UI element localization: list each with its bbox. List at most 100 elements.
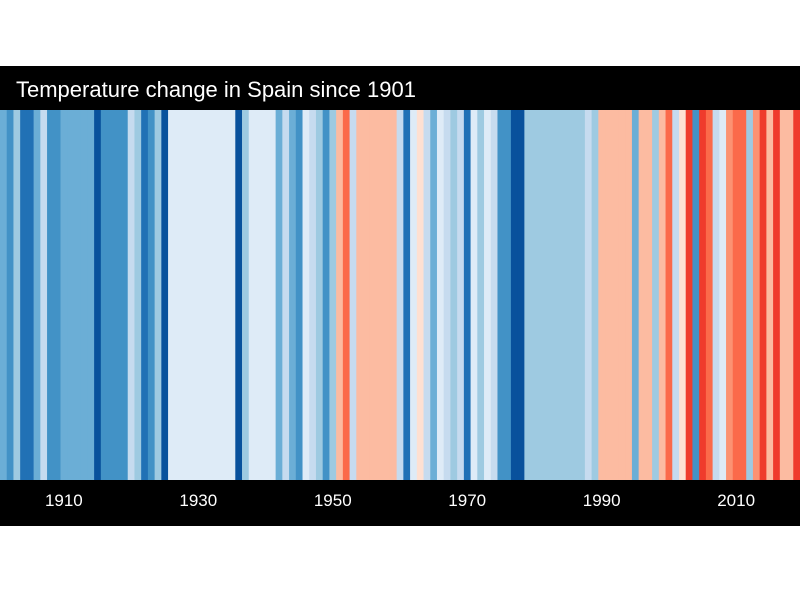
stripe-1920: [127, 110, 136, 480]
stripe-1946: [302, 110, 310, 480]
stripe-1976: [504, 110, 512, 480]
stripe-1987: [578, 110, 586, 480]
stripe-1972: [477, 110, 485, 480]
tick-label-1950: 1950: [313, 491, 352, 510]
stripe-1986: [571, 110, 579, 480]
stripe-1914: [87, 110, 95, 480]
stripe-1943: [282, 110, 290, 480]
stripe-1910: [60, 110, 68, 480]
stripe-1942: [275, 110, 283, 480]
stripe-1921: [134, 110, 142, 480]
stripe-1944: [289, 110, 297, 480]
stripe-1970: [463, 110, 472, 480]
stripe-1941: [268, 110, 277, 480]
stripe-1915: [94, 110, 102, 480]
stripes-plot: [0, 110, 800, 480]
stripe-1948: [315, 110, 324, 480]
stripe-2006: [705, 110, 714, 480]
stripe-1983: [551, 110, 559, 480]
stripe-1973: [484, 110, 492, 480]
stripe-1912: [73, 110, 82, 480]
stripe-1906: [33, 110, 41, 480]
stripe-1945: [295, 110, 304, 480]
stripe-1949: [322, 110, 331, 480]
stripe-1932: [208, 110, 216, 480]
stripe-1926: [168, 110, 176, 480]
stripe-1955: [363, 110, 371, 480]
stripe-1923: [147, 110, 156, 480]
stripe-1924: [154, 110, 162, 480]
stripe-1940: [262, 110, 270, 480]
stripe-2004: [692, 110, 700, 480]
stripe-1963: [416, 110, 425, 480]
stripe-2001: [672, 110, 680, 480]
stripe-2016: [773, 110, 781, 480]
stripe-1964: [423, 110, 431, 480]
tick-label-1930: 1930: [179, 491, 218, 510]
stripe-1997: [645, 110, 653, 480]
stripe-1911: [67, 110, 75, 480]
stripe-1994: [625, 110, 633, 480]
stripe-2010: [732, 110, 741, 480]
chart-title: Temperature change in Spain since 1901: [16, 77, 416, 102]
stripe-1979: [524, 110, 532, 480]
stripe-1966: [436, 110, 445, 480]
stripe-1927: [174, 110, 183, 480]
stripe-1931: [201, 110, 210, 480]
stripe-1975: [497, 110, 505, 480]
stripe-1999: [658, 110, 667, 480]
stripe-1977: [510, 110, 519, 480]
stripe-1925: [161, 110, 169, 480]
stripe-2003: [685, 110, 694, 480]
stripe-2000: [665, 110, 673, 480]
stripe-1936: [235, 110, 243, 480]
stripe-1935: [228, 110, 236, 480]
stripe-1922: [141, 110, 149, 480]
stripe-1995: [631, 110, 640, 480]
stripe-1968: [450, 110, 458, 480]
stripe-1908: [47, 110, 55, 480]
stripe-1962: [410, 110, 418, 480]
stripe-1916: [100, 110, 109, 480]
stripe-2017: [779, 110, 788, 480]
stripe-1978: [517, 110, 525, 480]
stripe-1965: [430, 110, 438, 480]
stripe-1917: [107, 110, 115, 480]
stripe-1933: [215, 110, 223, 480]
stripe-2015: [766, 110, 774, 480]
tick-label-1970: 1970: [448, 491, 487, 510]
stripe-1907: [40, 110, 48, 480]
warming-stripes-figure: Temperature change in Spain since 1901 1…: [0, 66, 800, 526]
stripe-1960: [396, 110, 404, 480]
stripe-1958: [383, 110, 391, 480]
stripe-2012: [746, 110, 754, 480]
stripe-1954: [356, 110, 364, 480]
stripe-1938: [248, 110, 257, 480]
stripe-2014: [759, 110, 767, 480]
stripe-1996: [638, 110, 646, 480]
stripe-2008: [719, 110, 727, 480]
stripe-1913: [80, 110, 88, 480]
stripe-2007: [712, 110, 720, 480]
tick-label-1910: 1910: [44, 491, 83, 510]
stripe-2013: [752, 110, 761, 480]
stripe-1929: [188, 110, 196, 480]
stripe-1988: [584, 110, 593, 480]
stripe-1909: [53, 110, 62, 480]
stripe-2018: [786, 110, 794, 480]
stripe-2009: [726, 110, 734, 480]
stripe-1951: [336, 110, 344, 480]
stripe-1985: [564, 110, 573, 480]
stripe-1998: [652, 110, 660, 480]
stripe-2019: [793, 110, 800, 480]
stripe-1950: [329, 110, 337, 480]
stripe-1982: [544, 110, 552, 480]
stripe-1980: [531, 110, 539, 480]
stripe-1959: [389, 110, 398, 480]
stripe-1905: [26, 110, 35, 480]
stripe-1937: [242, 110, 250, 480]
stripe-1956: [369, 110, 378, 480]
stripe-1901: [0, 110, 8, 480]
stripe-1919: [121, 110, 129, 480]
stripe-1971: [470, 110, 478, 480]
